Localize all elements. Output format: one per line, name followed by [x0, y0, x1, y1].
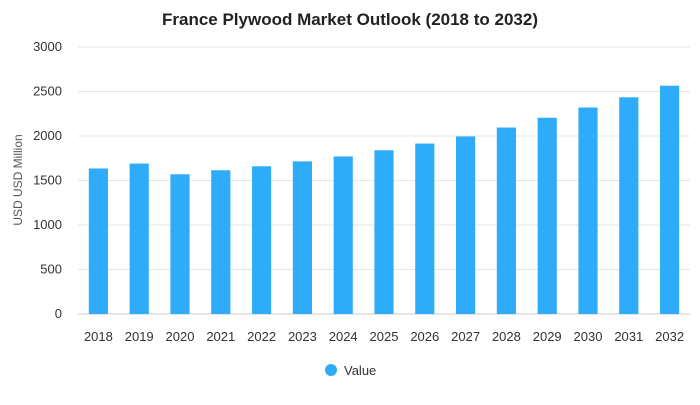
- legend[interactable]: Value: [325, 363, 376, 378]
- bar-2020[interactable]: [170, 174, 190, 314]
- bar-2027[interactable]: [456, 136, 476, 314]
- legend-label-value: Value: [344, 363, 376, 378]
- bar-2031[interactable]: [619, 97, 639, 314]
- y-tick-label: 500: [40, 262, 62, 277]
- x-tick-label: 2020: [166, 329, 195, 344]
- x-tick-label: 2019: [125, 329, 154, 344]
- bar-2022[interactable]: [252, 166, 272, 314]
- bar-2024[interactable]: [333, 156, 353, 314]
- x-tick-label: 2025: [370, 329, 399, 344]
- y-axis-label: USD USD Million: [11, 134, 25, 225]
- x-tick-label: 2027: [451, 329, 480, 344]
- y-tick-label: 0: [55, 306, 62, 321]
- legend-marker-value: [325, 364, 337, 376]
- x-tick-label: 2026: [410, 329, 439, 344]
- x-tick-label: 2018: [84, 329, 113, 344]
- bar-2032[interactable]: [660, 85, 680, 314]
- x-tick-label: 2024: [329, 329, 358, 344]
- x-tick-label: 2030: [574, 329, 603, 344]
- bar-2018[interactable]: [88, 168, 108, 314]
- bar-2025[interactable]: [374, 150, 394, 314]
- bar-2028[interactable]: [496, 127, 516, 314]
- x-tick-label: 2029: [533, 329, 562, 344]
- y-axis-ticks: 0 500 1000 1500 2000 2500 3000: [33, 39, 62, 321]
- y-tick-label: 2500: [33, 84, 62, 99]
- chart-title: France Plywood Market Outlook (2018 to 2…: [162, 10, 538, 29]
- x-tick-label: 2023: [288, 329, 317, 344]
- bar-2019[interactable]: [129, 163, 149, 314]
- bar-2030[interactable]: [578, 107, 598, 315]
- y-tick-label: 2000: [33, 128, 62, 143]
- x-tick-label: 2021: [206, 329, 235, 344]
- y-tick-label: 1000: [33, 217, 62, 232]
- y-tick-label: 3000: [33, 39, 62, 54]
- y-tick-label: 1500: [33, 173, 62, 188]
- x-tick-label: 2022: [247, 329, 276, 344]
- x-tick-label: 2031: [614, 329, 643, 344]
- x-axis-ticks: 2018 2019 2020 2021 2022 2023 2024 2025 2026 2027…: [84, 329, 684, 344]
- bars: [88, 85, 680, 315]
- x-tick-label: 2028: [492, 329, 521, 344]
- bar-2026[interactable]: [415, 143, 435, 314]
- x-tick-label: 2032: [655, 329, 684, 344]
- bar-2029[interactable]: [537, 117, 557, 314]
- bar-2021[interactable]: [211, 170, 231, 314]
- bar-2023[interactable]: [292, 161, 312, 314]
